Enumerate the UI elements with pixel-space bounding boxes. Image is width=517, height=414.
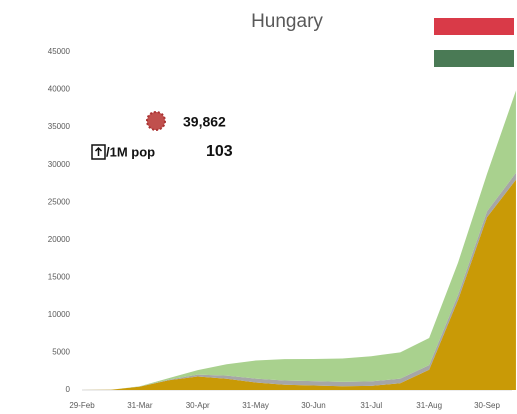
y-tick-label: 0: [66, 385, 71, 394]
flag-white: [434, 35, 514, 50]
arrow: [94, 146, 103, 156]
x-tick-label: 30-Jun: [301, 401, 325, 410]
y-tick-label: 35000: [48, 122, 71, 131]
chart-title: Hungary: [251, 11, 323, 32]
x-tick-label: 30-Sep: [474, 401, 500, 410]
y-tick-label: 25000: [48, 197, 71, 206]
y-tick-label: 40000: [48, 85, 71, 94]
flag-red: [434, 18, 514, 35]
y-tick-label: 10000: [48, 310, 71, 319]
x-tick-label: 31-Jul: [360, 401, 382, 410]
area: [82, 179, 516, 390]
x-tick-label: 31-May: [242, 401, 269, 410]
x-tick-label: 31-Aug: [416, 401, 442, 410]
per-million-label: /1M pop: [106, 144, 155, 159]
x-tick-label: 30-Apr: [186, 401, 210, 410]
y-tick-label: 30000: [48, 160, 71, 169]
arrow-icon: [91, 144, 106, 160]
y-tick-label: 20000: [48, 235, 71, 244]
virus-icon: [146, 111, 166, 131]
y-tick-label: 5000: [52, 348, 70, 357]
x-tick-label: 31-Mar: [127, 401, 153, 410]
y-tick-label: 15000: [48, 272, 71, 281]
flag-green: [434, 50, 514, 67]
x-tick-label: 29-Feb: [69, 401, 95, 410]
per-million-value: 103: [206, 143, 233, 160]
total-cases: 39,862: [183, 114, 226, 130]
y-tick-label: 45000: [48, 47, 71, 56]
